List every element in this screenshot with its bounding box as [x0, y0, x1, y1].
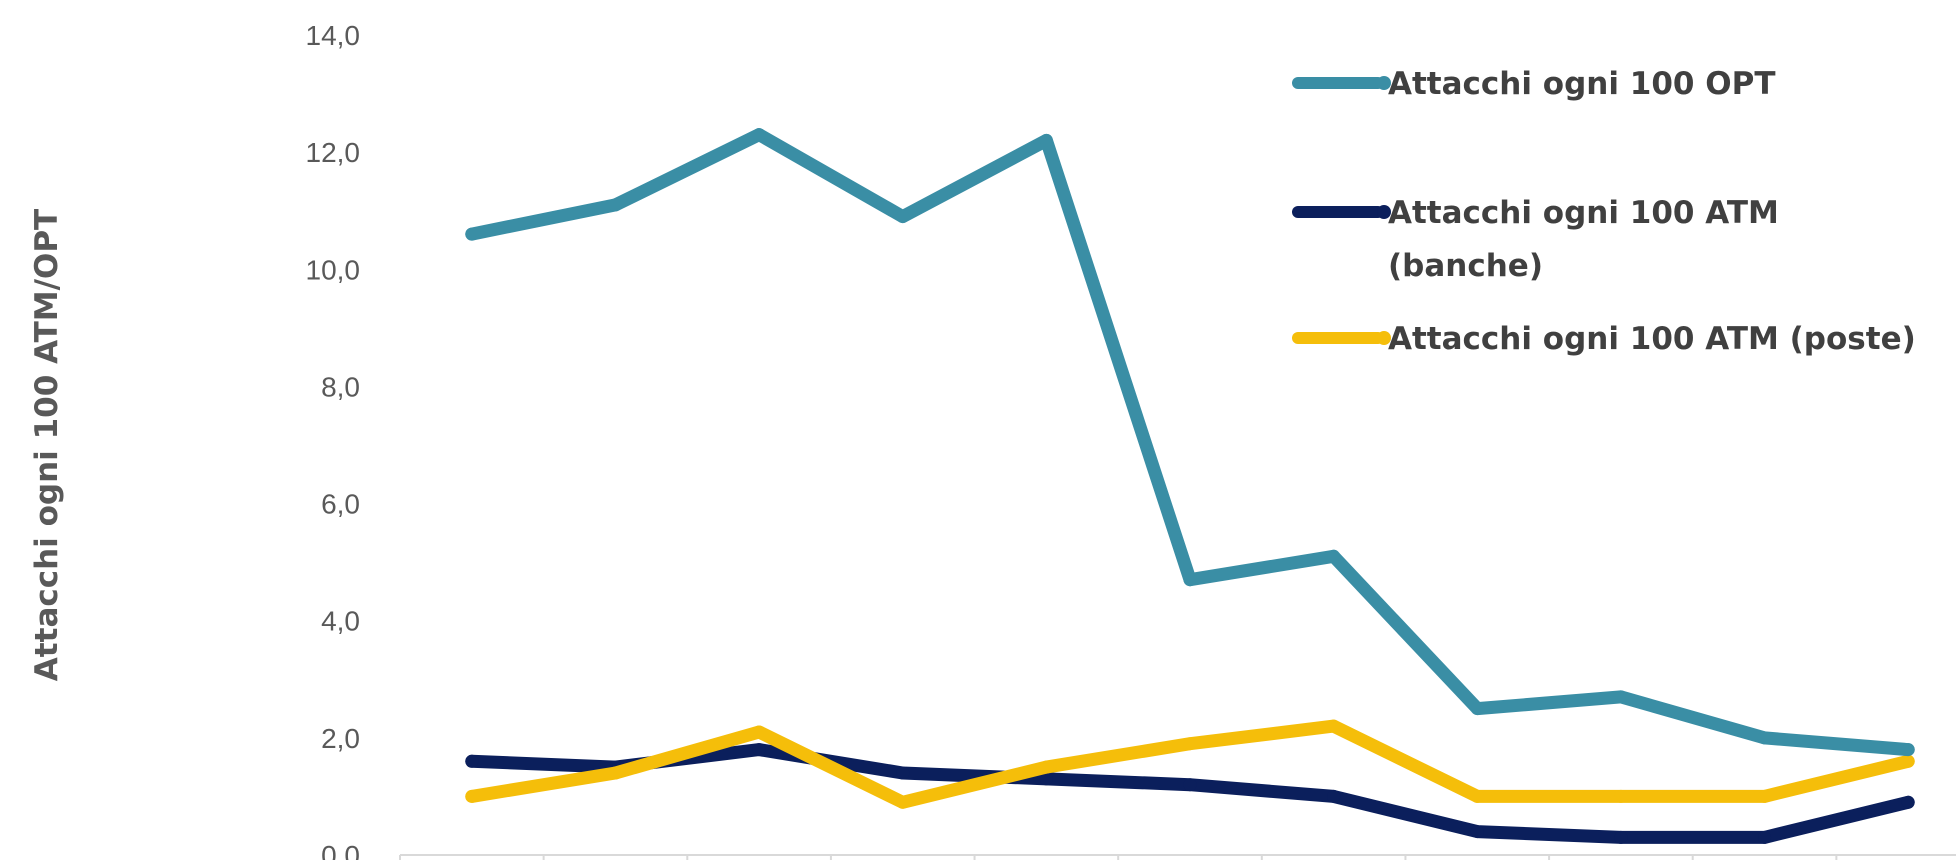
data-point: [1758, 830, 1772, 844]
y-tick-label: 14,0: [306, 20, 361, 51]
data-point: [896, 766, 910, 780]
y-axis-label: Attacchi ogni 100 ATM/OPT: [29, 209, 65, 681]
data-point: [1758, 731, 1772, 745]
y-axis-ticks: 0,0 2,0 4,0 6,0 8,0 10,0 12,0 14,0: [306, 20, 361, 860]
x-tick-label: 2018: [1015, 857, 1077, 860]
legend: Attacchi ogni 100 OPT Attacchi ogni 100 A…: [1292, 66, 1916, 357]
data-point: [1327, 549, 1341, 563]
data-point: [896, 795, 910, 809]
y-tick-label: 0,0: [321, 840, 360, 860]
y-tick-label: 2,0: [321, 723, 360, 754]
x-tick-label: 2020: [1302, 857, 1364, 860]
x-tick-label: 2021: [1446, 857, 1508, 860]
legend-marker: [1377, 331, 1391, 345]
y-tick-label: 10,0: [306, 254, 361, 285]
data-point: [1470, 789, 1484, 803]
data-point: [465, 227, 479, 241]
x-tick-label: 2015: [584, 857, 646, 860]
data-point: [1039, 772, 1053, 786]
data-point: [1039, 133, 1053, 147]
data-point: [465, 754, 479, 768]
data-point: [1614, 690, 1628, 704]
y-tick-label: 6,0: [321, 489, 360, 520]
legend-label: Attacchi ogni 100 ATM (poste): [1388, 321, 1916, 357]
x-tick-label: 2022: [1590, 857, 1652, 860]
x-axis: 2014 2015 2016 2017 2018 2019 2020 2021 2022 2023…: [399, 854, 1956, 860]
legend-label: Attacchi ogni 100 ATM: [1388, 195, 1779, 231]
x-tick-label: 2024: [1877, 857, 1939, 860]
legend-marker: [1377, 205, 1391, 219]
data-point: [752, 725, 766, 739]
y-tick-label: 8,0: [321, 371, 360, 402]
data-point: [1327, 719, 1341, 733]
x-tick-label: 2023: [1733, 857, 1795, 860]
data-point: [752, 128, 766, 142]
data-point: [465, 789, 479, 803]
data-point: [1470, 702, 1484, 716]
data-point: [896, 210, 910, 224]
data-point: [1039, 760, 1053, 774]
data-point: [1470, 825, 1484, 839]
y-tick-label: 4,0: [321, 606, 360, 637]
data-point: [1614, 789, 1628, 803]
legend-marker: [1377, 76, 1391, 90]
data-point: [1183, 737, 1197, 751]
data-point: [608, 766, 622, 780]
series-layer: [465, 128, 1915, 844]
x-tick-label: 2014: [441, 857, 503, 860]
x-tick-label: 2016: [728, 857, 790, 860]
data-point: [1901, 795, 1915, 809]
data-point: [1327, 789, 1341, 803]
legend-label: Attacchi ogni 100 OPT: [1388, 66, 1776, 102]
data-point: [1183, 778, 1197, 792]
data-point: [1901, 743, 1915, 757]
data-point: [1758, 789, 1772, 803]
data-point: [608, 198, 622, 212]
legend-label: (banche): [1388, 248, 1543, 284]
data-point: [1183, 573, 1197, 587]
data-point: [752, 743, 766, 757]
data-point: [1614, 830, 1628, 844]
data-point: [1901, 754, 1915, 768]
x-tick-label: 2017: [872, 857, 934, 860]
x-tick-label: 2019: [1159, 857, 1221, 860]
y-tick-label: 12,0: [306, 137, 361, 168]
